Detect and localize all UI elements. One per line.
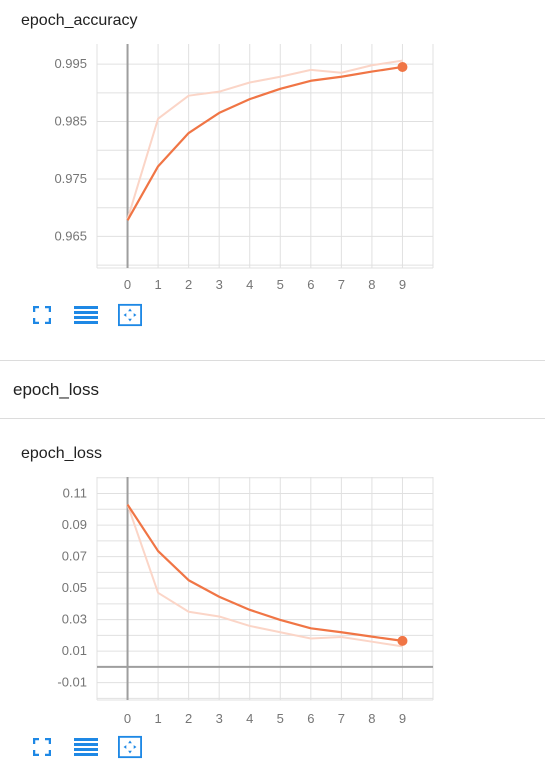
fit-domain-icon [118, 735, 142, 759]
y-tick-label: 0.03 [62, 612, 87, 627]
x-tick-label: 8 [368, 711, 375, 726]
fullscreen-button[interactable] [30, 303, 54, 327]
accuracy-card: epoch_accuracy 0.995 0.985 0.975 0.965 0 1 2 3 4… [0, 0, 545, 355]
fit-domain-button[interactable] [118, 303, 142, 327]
x-tick-label: 4 [246, 277, 253, 292]
fullscreen-icon [33, 306, 51, 324]
y-tick-label: 0.985 [54, 114, 87, 129]
last-value-marker [397, 635, 408, 646]
series-line-smoothed [126, 65, 403, 221]
x-tick-label: 0 [124, 277, 131, 292]
y-tick-label: 0.975 [54, 171, 87, 186]
chart-toolbar [30, 302, 142, 328]
last-value-marker [397, 61, 408, 72]
fit-domain-button[interactable] [118, 735, 142, 759]
x-tick-label: 5 [277, 277, 284, 292]
x-tick-label: 7 [338, 711, 345, 726]
x-tick-label: 5 [277, 711, 284, 726]
list-icon [74, 738, 98, 756]
toggle-log-scale-button[interactable] [74, 303, 98, 327]
list-icon [74, 306, 98, 324]
x-tick-label: 6 [307, 711, 314, 726]
y-tick-label: -0.01 [57, 675, 87, 690]
loss-chart[interactable]: 0.11 0.09 0.07 0.05 0.03 0.01 -0.01 0 1 2 3 4 5 6 7 8 9 [0, 430, 545, 730]
section-title: epoch_loss [13, 380, 100, 399]
chart-toolbar [30, 734, 142, 760]
y-tick-label: 0.05 [62, 580, 87, 595]
x-tick-label: 2 [185, 277, 192, 292]
y-tick-label: 0.09 [62, 517, 87, 532]
accuracy-chart[interactable]: 0.995 0.985 0.975 0.965 0 1 2 3 4 5 6 7 8 9 [0, 0, 545, 292]
chart-title: epoch_accuracy [21, 12, 138, 29]
x-tick-label: 4 [246, 711, 253, 726]
x-tick-label: 3 [216, 277, 223, 292]
x-tick-label: 8 [368, 277, 375, 292]
y-tick-label: 0.01 [62, 643, 87, 658]
y-tick-label: 0.965 [54, 228, 87, 243]
section-header[interactable]: epoch_loss [0, 360, 545, 419]
x-tick-label: 9 [399, 277, 406, 292]
series-line-raw [126, 504, 403, 648]
series-line-raw [126, 59, 403, 220]
x-tick-label: 3 [216, 711, 223, 726]
y-tick-label: 0.07 [62, 549, 87, 564]
fullscreen-icon [33, 738, 51, 756]
fit-domain-icon [118, 303, 142, 327]
x-tick-label: 7 [338, 277, 345, 292]
x-tick-label: 6 [307, 277, 314, 292]
x-tick-label: 0 [124, 711, 131, 726]
toggle-log-scale-button[interactable] [74, 735, 98, 759]
x-tick-label: 2 [185, 711, 192, 726]
fullscreen-button[interactable] [30, 735, 54, 759]
x-tick-label: 9 [399, 711, 406, 726]
y-tick-label: 0.995 [54, 56, 87, 71]
x-tick-label: 1 [154, 277, 161, 292]
loss-card: epoch_loss 0.11 0.09 0.07 0.05 0.03 0.01 -0.01… [0, 430, 545, 781]
series-line-smoothed [126, 503, 403, 642]
x-tick-label: 1 [154, 711, 161, 726]
chart-title: epoch_loss [21, 445, 102, 462]
y-tick-label: 0.11 [63, 486, 87, 501]
